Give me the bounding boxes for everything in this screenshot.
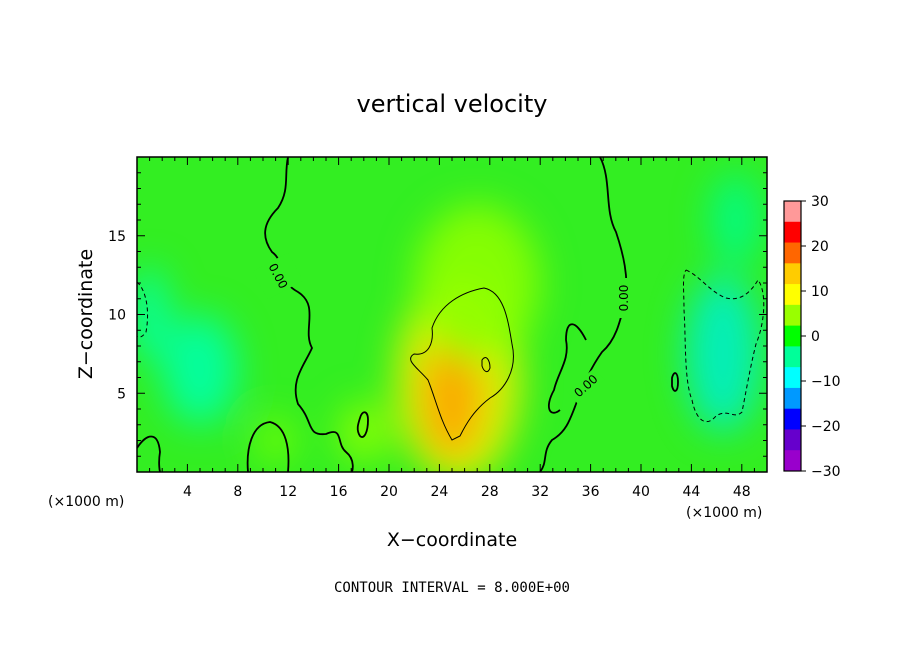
y-axis: 5 10 15 (108, 172, 767, 457)
x-tick-label: 40 (632, 484, 650, 500)
field-blob-1 (420, 333, 484, 460)
field-blob-3 (162, 314, 238, 425)
colorbar-segment (784, 201, 801, 223)
contour-label-right: 0.00 (617, 285, 631, 312)
x-tick-label: 28 (481, 484, 499, 500)
colorbar-segment (784, 387, 801, 410)
colorbar-segment (784, 263, 801, 285)
colorbar-segment (784, 429, 801, 451)
contour-label-bg-bottom (567, 368, 605, 404)
colorbar-tick-label: −30 (811, 464, 841, 480)
colorbar-tick-label: 10 (811, 284, 829, 300)
y-tick-label: 15 (108, 229, 126, 245)
zero-contour-right (539, 157, 628, 472)
field-blob-8 (256, 416, 295, 465)
x-unit-label-right: (×1000 m) (686, 505, 762, 521)
x-tick-label: 32 (531, 484, 549, 500)
x-tick-label: 24 (430, 484, 448, 500)
colorbar-segment (784, 325, 801, 347)
contour-positive-8 (410, 287, 514, 441)
x-tick-label: 8 (233, 484, 242, 500)
colorbar-segment (784, 284, 801, 306)
field-blob-7 (338, 401, 389, 465)
contour-negative-8-right (683, 269, 765, 422)
zero-contour-small-loop (356, 411, 369, 438)
contour-labels: 0.00 0.00 0.00 (252, 252, 632, 404)
zero-contour-right-lobe (547, 323, 587, 414)
colorbar-tick-label: −20 (811, 419, 841, 435)
x-tick-label: 4 (183, 484, 192, 500)
zero-contour-left (264, 157, 354, 472)
x-tick-label: 12 (279, 484, 297, 500)
x-tick-label: 36 (582, 484, 600, 500)
field-blob-4 (137, 267, 169, 362)
chart-title: vertical velocity (357, 90, 548, 118)
x-tick-label: 44 (682, 484, 700, 500)
x-axis-label: X−coordinate (387, 529, 517, 551)
zero-contour-bottom-left (137, 435, 161, 472)
plot-area: 0.00 0.00 0.00 (137, 157, 767, 472)
contour-label-bg-right (616, 278, 632, 318)
contour-negative-8-left (137, 281, 149, 338)
x-unit-label-left: (×1000 m) (48, 494, 124, 510)
zero-contour-right-small (671, 372, 679, 392)
colorbar-segment (784, 346, 801, 368)
x-tick-label: 20 (380, 484, 398, 500)
x-axis: 4 8 12 16 20 24 28 32 36 40 44 48 (149, 157, 755, 500)
x-tick-label: 16 (330, 484, 348, 500)
contour-lines (137, 157, 765, 472)
colorbar-tick-label: −10 (811, 374, 841, 390)
colorbar-segment (784, 408, 801, 430)
zero-contour-bottom-mid (246, 421, 290, 472)
colorbar-tick-label: 20 (811, 239, 829, 255)
colorbar-segment (784, 450, 801, 472)
field-blob-2 (414, 204, 541, 362)
colorbar-tick-label: 0 (811, 329, 820, 345)
y-tick-label: 10 (108, 308, 126, 324)
colorbar-segment (784, 304, 801, 327)
colorbar-segment (784, 221, 801, 244)
y-tick-label: 5 (117, 386, 126, 402)
colorbar-ticks: 30 20 10 0 −10 −20 −30 (801, 194, 841, 480)
contour-positive-8-inner (481, 357, 491, 373)
contour-interval-text: CONTOUR INTERVAL = 8.000E+00 (334, 580, 570, 596)
colorbar-segment (784, 242, 801, 264)
field-blob-5 (685, 275, 761, 433)
field-blobs (137, 172, 761, 472)
y-axis-label: Z−coordinate (75, 249, 97, 379)
field-blob-6 (710, 172, 761, 268)
colorbar (783, 200, 802, 472)
contour-label-bg-left (252, 252, 304, 300)
colorbar-segment (784, 367, 801, 389)
x-tick-label: 48 (733, 484, 751, 500)
colorbar-tick-label: 30 (811, 194, 829, 210)
